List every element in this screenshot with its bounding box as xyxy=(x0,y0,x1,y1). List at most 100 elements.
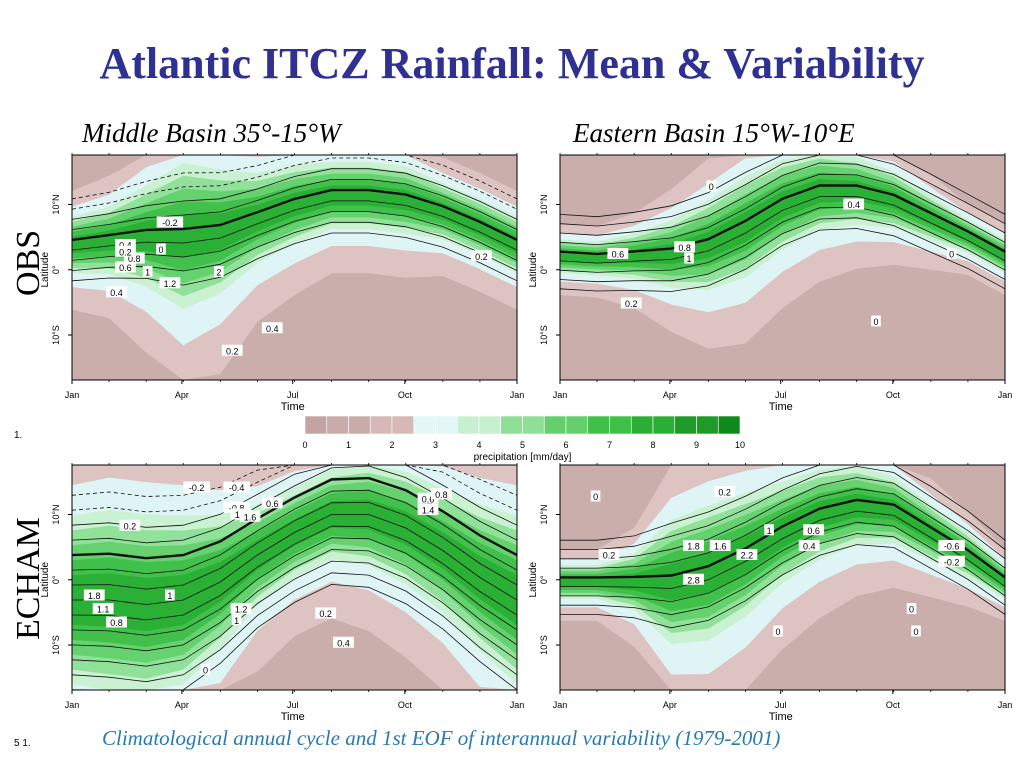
contour-label-bg xyxy=(417,504,439,515)
colorbar-tick-label: 6 xyxy=(563,440,568,450)
contour-label: 0 xyxy=(203,665,208,675)
contour-label: -0.8 xyxy=(229,503,245,513)
contour-label-bg xyxy=(106,616,127,628)
contour-label-bg xyxy=(871,315,881,327)
contour-line xyxy=(559,228,1006,292)
contour-label-bg xyxy=(946,248,957,259)
contour-label-bg xyxy=(620,297,642,309)
contour-label: 0.4 xyxy=(119,241,132,251)
contour-line xyxy=(559,195,1006,264)
contour-label-bg xyxy=(607,248,629,259)
colorbar-tick-label: 0 xyxy=(302,440,307,450)
contour-label-bg xyxy=(938,540,965,551)
contour-label-bg xyxy=(911,625,921,637)
contour-label-bg xyxy=(430,488,452,500)
rain-band-5 xyxy=(560,493,1005,601)
contour-line xyxy=(560,544,1006,629)
colorbar-swatch xyxy=(609,415,632,435)
rain-band-5 xyxy=(72,499,517,632)
contour-line xyxy=(560,488,1006,569)
contour-line xyxy=(560,477,1006,560)
contour-label: 1.8 xyxy=(88,591,101,601)
contour-label-bg xyxy=(115,239,136,250)
contour-label: 2.2 xyxy=(741,551,754,561)
contour-line xyxy=(71,157,518,210)
contour-label: 0 xyxy=(949,250,954,260)
colorbar-swatch xyxy=(391,415,415,435)
colorbar-swatch xyxy=(565,415,589,435)
contour-line xyxy=(559,184,1006,256)
contour-label-bg xyxy=(115,245,136,257)
contour-label: 1.2 xyxy=(164,279,177,289)
contour-label: 0.2 xyxy=(119,247,132,257)
contour-label-bg xyxy=(156,243,166,255)
contour-label: 0.2 xyxy=(319,609,332,619)
y-tick-label: 0° xyxy=(51,575,61,584)
contour-line xyxy=(71,537,518,636)
contour-label: 0.2 xyxy=(226,346,239,356)
contour-label-bg xyxy=(798,540,820,551)
contour-label-bg xyxy=(261,322,283,334)
contour-line xyxy=(559,162,1006,236)
contour-label: 1 xyxy=(767,526,772,536)
x-axis-label: Time xyxy=(281,401,305,413)
x-axis-label: Time xyxy=(281,711,305,723)
contour-label-bg xyxy=(736,549,758,560)
contour-label-bg xyxy=(843,198,865,210)
contour-line xyxy=(560,464,1006,541)
contour-label: 1 xyxy=(234,616,239,626)
contour-label: -0.2 xyxy=(189,483,205,493)
contour-label: 0.6 xyxy=(266,499,279,509)
contour-line xyxy=(71,525,518,621)
contour-label-bg xyxy=(590,490,601,502)
contour-label: 1 xyxy=(167,591,172,601)
x-tick-label: Jan xyxy=(65,390,80,400)
panel-echam-middle: -0.2-0.40.2-0.81.20.61.611.81.10.81.210.… xyxy=(40,463,524,723)
colorbar-tick-label: 9 xyxy=(694,440,699,450)
contour-line xyxy=(71,200,518,251)
contour-label-bg xyxy=(315,607,337,619)
contour-label-bg xyxy=(803,524,825,536)
colorbar-swatch xyxy=(348,415,371,435)
contour-label-bg xyxy=(115,261,136,273)
contour-label-bg xyxy=(165,589,175,601)
contour-line xyxy=(71,476,518,560)
y-axis-label: Latitude xyxy=(40,562,51,598)
contour-label-bg xyxy=(231,614,242,626)
contour-label-bg xyxy=(598,549,620,560)
contour-line xyxy=(71,501,518,590)
contour-label-bg xyxy=(239,510,261,522)
contour-label: -0.4 xyxy=(229,483,245,493)
contour-label: 0.4 xyxy=(847,200,860,210)
stray-label-bottom: 5 1. xyxy=(14,738,31,749)
contour-line xyxy=(71,168,518,220)
contour-label: 0.2 xyxy=(625,299,638,309)
contour-label-bg xyxy=(106,286,127,298)
colorbar-swatch xyxy=(435,415,458,435)
contour-label: 1 xyxy=(145,268,150,278)
colorbar-tick-label: 4 xyxy=(476,440,481,450)
contour-label: 0.8 xyxy=(435,490,448,500)
colorbar-tick-label: 2 xyxy=(389,440,394,450)
contour-label: 0.8 xyxy=(678,243,691,253)
contour-label-bg xyxy=(142,266,153,277)
contour-line xyxy=(72,514,518,605)
y-axis-label: Latitude xyxy=(528,562,539,598)
contour-line xyxy=(71,179,518,230)
contour-label-bg xyxy=(230,603,252,614)
contour-label-bg xyxy=(119,519,141,531)
x-axis-label: Time xyxy=(769,401,793,413)
contour-label: 0.6 xyxy=(612,250,625,260)
colorbar-swatch xyxy=(369,415,393,435)
colorbar-swatch xyxy=(696,415,719,435)
x-tick-label: Jan xyxy=(998,700,1013,710)
contour-label-bg xyxy=(333,636,354,648)
subtitle-eastern-basin: Eastern Basin 15°W-10°E xyxy=(573,118,855,148)
contour-line xyxy=(71,464,518,528)
contour-label-bg xyxy=(906,603,917,614)
colorbar-tick-label: 5 xyxy=(520,440,525,450)
contour-label-bg xyxy=(159,277,181,289)
colorbar-tick-label: 1 xyxy=(346,440,351,450)
colorbar-tick-label: 10 xyxy=(735,440,745,450)
contour-label: 2.8 xyxy=(687,575,700,585)
